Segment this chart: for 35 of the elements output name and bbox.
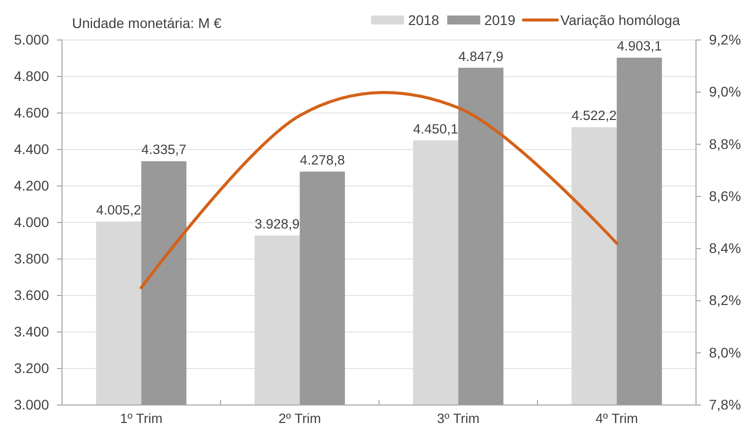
- data-label: 3.928,9: [254, 216, 300, 232]
- data-label: 4.278,8: [300, 152, 345, 168]
- y2-tick-label: 8,4%: [709, 240, 741, 256]
- y2-tick-label: 9,2%: [709, 31, 741, 48]
- y-tick-label: 4.400: [14, 140, 50, 157]
- y-tick-label: 3.200: [14, 360, 50, 376]
- legend-label: 2019: [484, 12, 516, 28]
- data-label: 4.005,2: [96, 202, 142, 218]
- y-tick-label: 4.000: [14, 214, 50, 230]
- y2-tick-label: 7,8%: [709, 396, 741, 412]
- data-label: 4.903,1: [616, 38, 662, 54]
- legend-label: 2018: [408, 12, 440, 28]
- x-tick-label: 1º Trim: [120, 411, 162, 426]
- y2-tick-label: 8,2%: [709, 292, 741, 308]
- y2-tick-label: 8,0%: [709, 344, 741, 360]
- y-tick-label: 3.800: [14, 250, 50, 266]
- y2-tick-label: 8,8%: [709, 136, 741, 152]
- y-tick-label: 4.600: [14, 104, 50, 120]
- y2-tick-label: 9,0%: [709, 84, 741, 100]
- y-tick-label: 4.200: [14, 177, 50, 194]
- data-label: 4.335,7: [141, 142, 186, 158]
- data-label: 4.450,1: [413, 121, 458, 136]
- legend-label: Variação homóloga: [560, 12, 680, 28]
- x-tick-label: 3º Trim: [437, 411, 480, 426]
- x-tick-label: 4º Trim: [596, 411, 638, 426]
- text: Unidade monetária: M €: [72, 15, 222, 31]
- y-tick-label: 3.600: [14, 286, 50, 303]
- y-tick-label: 5.000: [14, 31, 50, 48]
- data-label: 4.522,2: [572, 108, 617, 124]
- y-tick-label: 4.800: [14, 68, 50, 84]
- y2-tick-label: 8,6%: [709, 188, 741, 204]
- y-tick-label: 3.000: [14, 396, 50, 412]
- y-tick-label: 3.400: [14, 323, 50, 340]
- x-tick-label: 2º Trim: [278, 411, 321, 426]
- data-label: 4.847,9: [458, 48, 504, 64]
